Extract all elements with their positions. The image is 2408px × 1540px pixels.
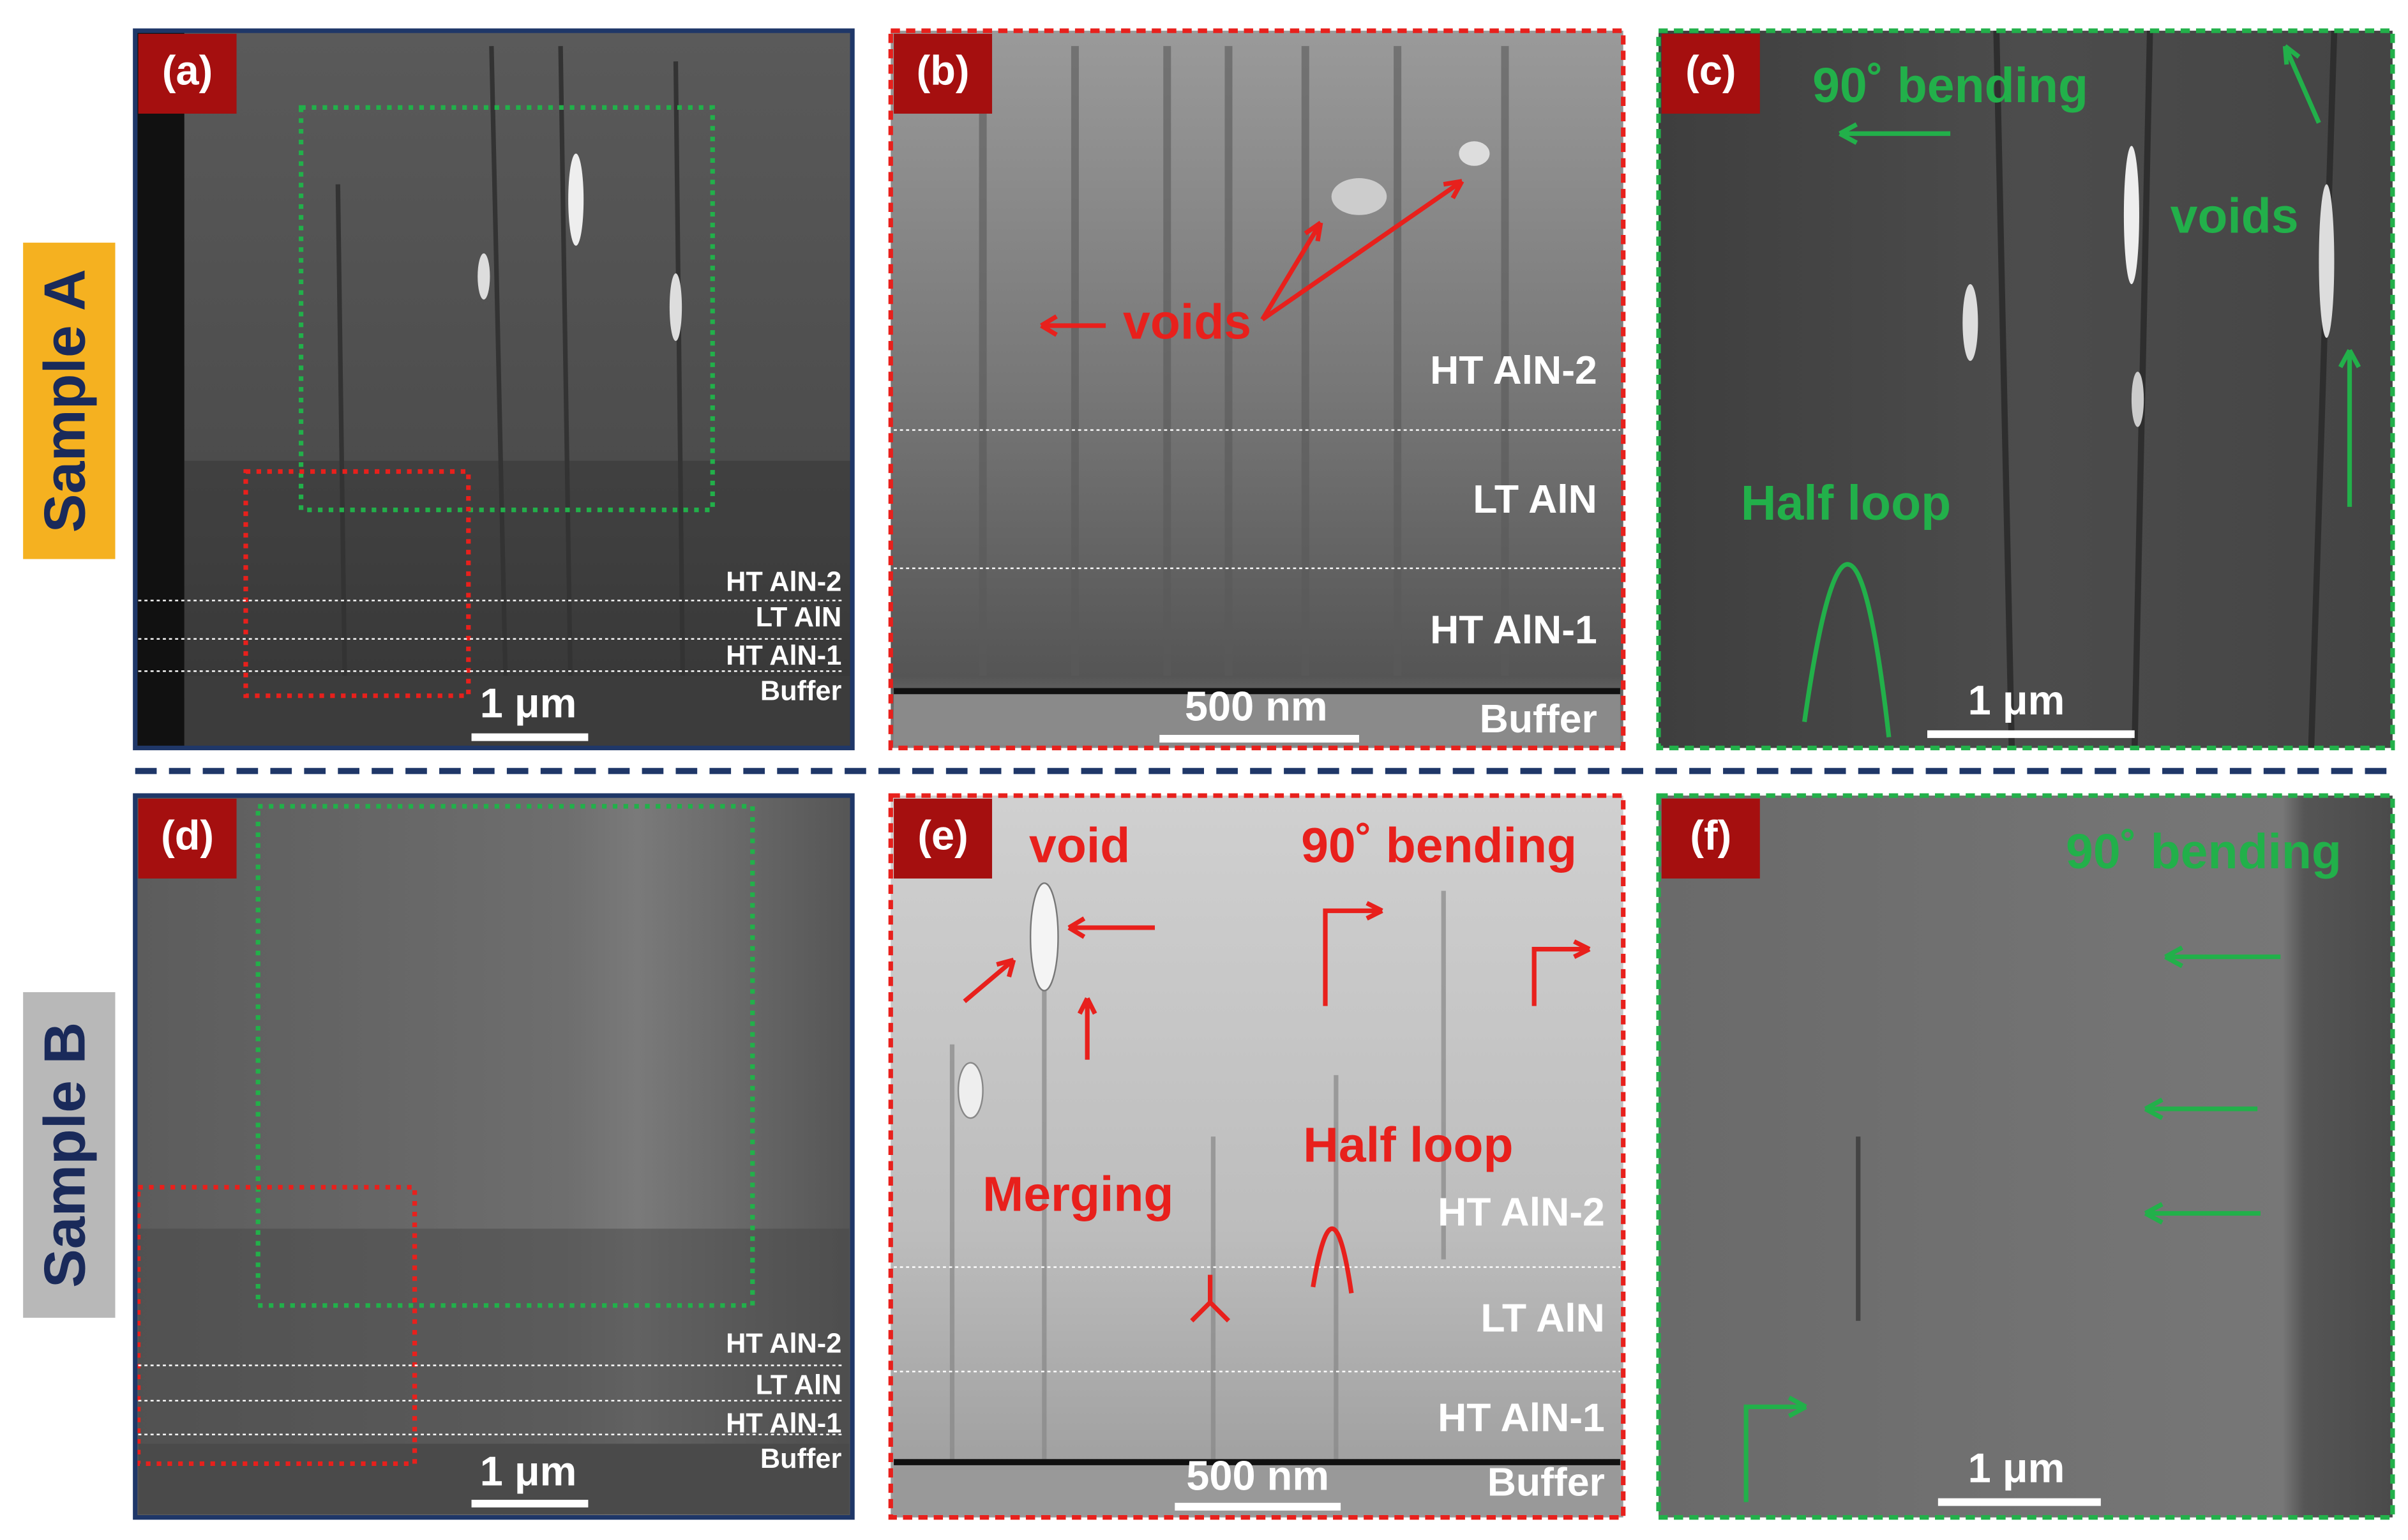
layer-label: HT AlN-1 [726,640,841,671]
panel-label: (b) [917,47,970,94]
annotation: Half loop [1741,476,1951,531]
layer-label: HT AlN-1 [1438,1396,1605,1440]
panel-label: (e) [917,812,968,859]
panel-label: (c) [1685,47,1736,94]
panel-d: HT AlN-2 LT AlN HT AlN-1 Buffer 1 μm (d) [133,793,855,1520]
panel-e: void 90˚ bending Half loop Merging HT Al… [888,793,1626,1520]
layer-label: LT AlN [756,1370,842,1401]
sample-a-tag: Sample A [23,243,116,559]
scale-bar-label: 1 μm [1968,677,2065,723]
annotation: 90˚ bending [2066,824,2342,879]
scale-bar-label: 1 μm [480,1447,577,1494]
annotation: Merging [982,1167,1173,1222]
layer-label: HT AlN-2 [726,1329,841,1359]
panel-b: HT AlN-2 LT AlN HT AlN-1 Buffer voids 50… [888,28,1626,751]
panel-c: 90˚ bending voids Half loop 1 μm (c) [1656,28,2395,751]
sample-b-tag: Sample B [23,992,116,1318]
layer-label: HT AlN-2 [726,567,841,598]
layer-label: Buffer [760,1444,842,1474]
annotation: Half loop [1303,1118,1513,1173]
layer-label: Buffer [1480,697,1597,741]
layer-label: HT AlN-1 [726,1408,841,1439]
scale-bar-label: 500 nm [1185,683,1328,729]
layer-label: HT AlN-1 [1430,608,1597,653]
layer-label: HT AlN-2 [1438,1189,1605,1234]
annotation: 90˚ bending [1812,58,2088,113]
side-label: Sample A [32,269,97,532]
panel-f: 90˚ bending 1 μm (f) [1656,793,2395,1520]
layer-label: LT AlN [1473,477,1597,522]
panel-label: (f) [1690,812,1731,859]
scale-bar-label: 1 μm [1968,1445,2065,1491]
annotation: void [1029,819,1130,873]
side-label: Sample B [32,1022,97,1288]
panel-label: (d) [161,812,214,859]
layer-label: Buffer [1487,1460,1605,1505]
panel-label: (a) [162,47,213,94]
annotation: 90˚ bending [1301,819,1577,873]
panel-a: HT AlN-2 LT AlN HT AlN-1 Buffer 1 μm (a) [133,28,855,751]
layer-label: LT AlN [756,602,842,633]
scale-bar-label: 500 nm [1186,1453,1329,1499]
annotation: voids [1123,294,1251,349]
scale-bar-label: 1 μm [480,680,577,727]
layer-label: LT AlN [1480,1295,1605,1340]
layer-label: Buffer [760,676,842,706]
annotation: voids [2171,188,2299,243]
layer-label: HT AlN-2 [1430,348,1597,393]
